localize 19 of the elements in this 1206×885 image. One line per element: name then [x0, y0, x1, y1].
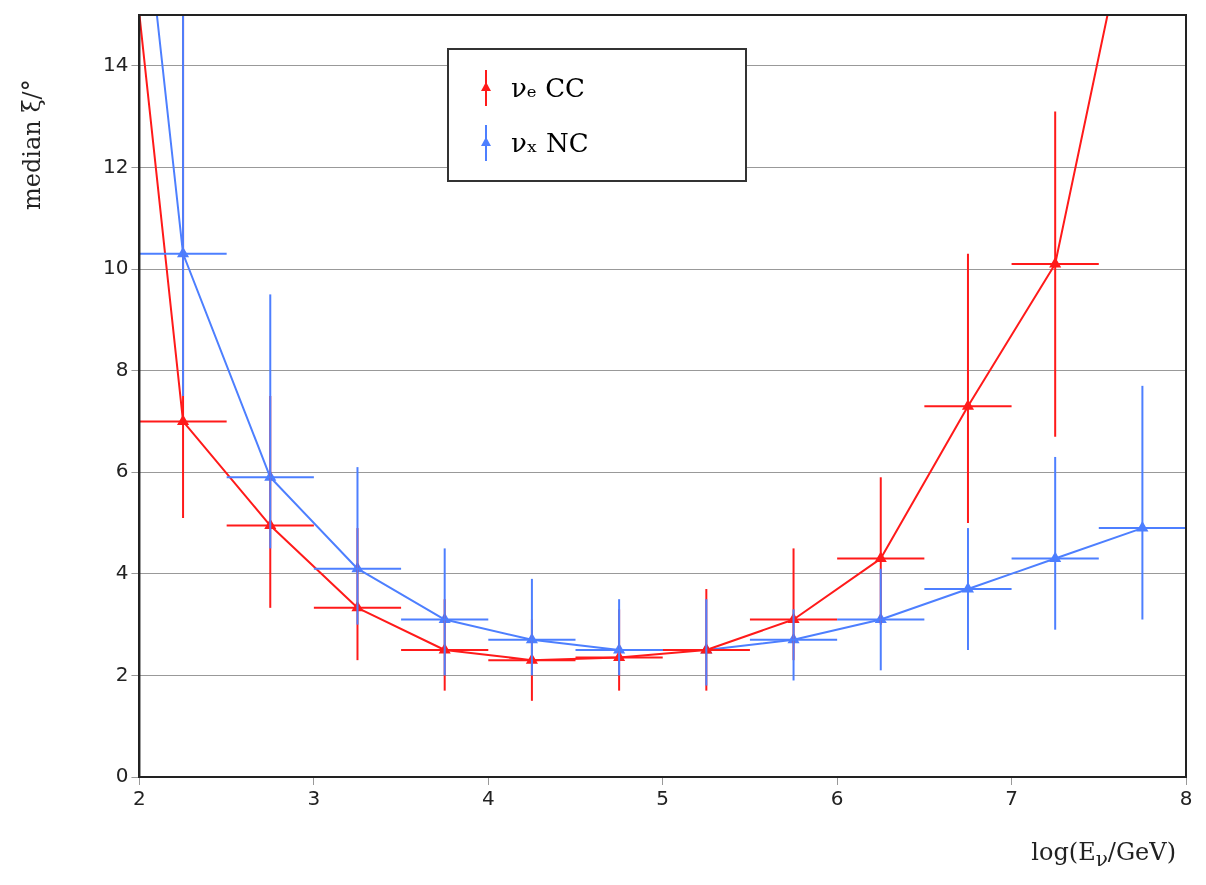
y-axis-title: median ξ/°	[18, 79, 46, 210]
y-tick-label: 14	[103, 52, 129, 76]
legend-label: νₑ CC	[511, 72, 585, 103]
y-tick-label: 10	[103, 255, 129, 280]
x-tick-label: 4	[481, 786, 495, 811]
y-tick-label: 12	[103, 153, 129, 178]
y-tick-label: 2	[115, 661, 129, 686]
x-tick-label: 5	[656, 786, 670, 811]
x-tick-label: 3	[307, 786, 321, 811]
x-tick-label: 7	[1005, 786, 1018, 811]
y-tick-label: 8	[115, 356, 129, 381]
y-tick-label: 4	[115, 560, 129, 584]
x-tick-label: 6	[830, 786, 844, 811]
y-tick-label: 0	[115, 763, 129, 788]
y-tick-label: 6	[115, 458, 129, 483]
x-axis-title: log(E$_{ν}$/GeV)	[1031, 838, 1176, 871]
legend-label: νₓ NC	[511, 127, 589, 158]
x-tick-label: 2	[133, 786, 146, 811]
x-tick-label: 8	[1179, 786, 1193, 811]
